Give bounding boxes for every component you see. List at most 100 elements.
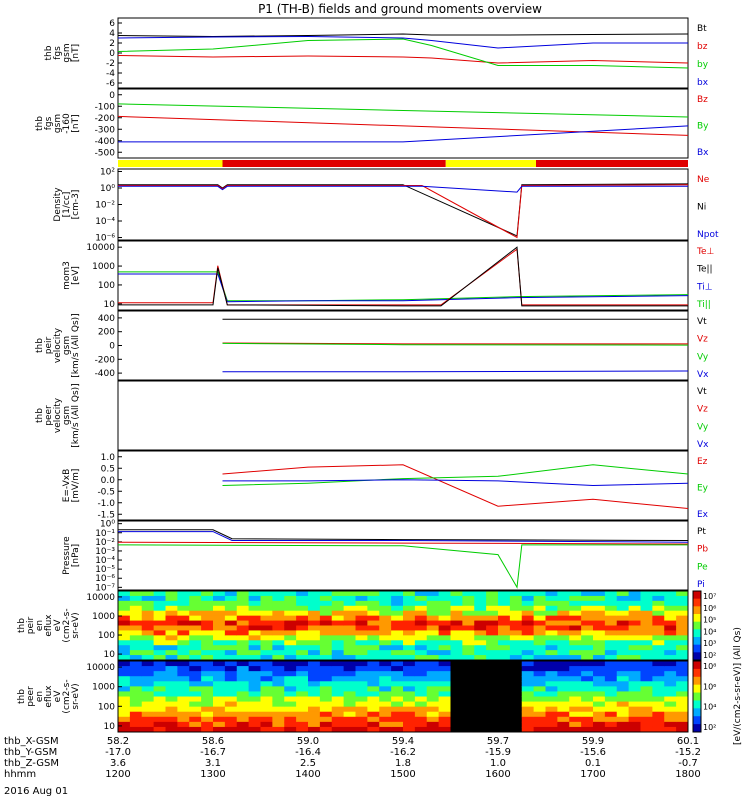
heatmap-cell [509, 726, 523, 733]
heatmap-cell [331, 600, 345, 607]
heatmap-cell [367, 716, 380, 723]
y-tick-label: 0.5 [101, 464, 115, 474]
heatmap-cell [343, 706, 356, 713]
heatmap-cell [533, 701, 546, 708]
heatmap-cell [355, 666, 368, 672]
heatmap-cell [462, 666, 475, 672]
heatmap-cell [129, 630, 143, 636]
heatmap-cell [521, 661, 535, 667]
heatmap-cell [616, 716, 630, 723]
heatmap-cell [462, 701, 475, 708]
heatmap-cell [284, 691, 297, 697]
heatmap-cell [141, 721, 155, 728]
heatmap-cell [141, 600, 155, 607]
heatmap-cell [272, 615, 285, 622]
heatmap-cell [486, 610, 499, 617]
legend-Ti||: Ti|| [696, 300, 711, 310]
heatmap-cell [284, 661, 297, 667]
heatmap-cell [498, 726, 511, 733]
heatmap-cell [189, 591, 202, 597]
heatmap-cell [403, 671, 416, 677]
heatmap-cell [426, 721, 440, 728]
heatmap-cell [201, 650, 214, 656]
heatmap-cell [343, 666, 356, 672]
heatmap-cell [118, 640, 131, 646]
heatmap-cell [355, 691, 368, 697]
heatmap-cell [557, 635, 570, 641]
heatmap-cell [640, 650, 653, 656]
heatmap-cell [628, 655, 641, 661]
heatmap-cell [201, 635, 214, 641]
heatmap-cell [319, 595, 333, 602]
heatmap-cell [652, 661, 665, 667]
heatmap-cell [296, 655, 309, 661]
heatmap-cell [201, 671, 214, 677]
heatmap-cell [248, 686, 261, 692]
heatmap-cell [509, 645, 523, 651]
heatmap-cell [414, 721, 428, 728]
heatmap-cell [426, 630, 440, 636]
heatmap-cell [438, 610, 451, 617]
heatmap-cell [391, 600, 404, 607]
heatmap-cell [628, 706, 641, 713]
heatmap-cell [509, 671, 523, 677]
heatmap-cell [438, 640, 451, 646]
heatmap-cell [474, 696, 487, 703]
heatmap-cell [498, 686, 511, 692]
heatmap-cell [521, 701, 535, 708]
heatmap-cell [153, 701, 166, 708]
heatmap-cell [604, 640, 618, 646]
heatmap-cell [474, 625, 487, 631]
heatmap-cell [676, 640, 689, 646]
heatmap-cell [498, 676, 511, 682]
heatmap-cell [414, 630, 428, 636]
heatmap-cell [379, 620, 392, 626]
heatmap-cell [391, 655, 404, 661]
heatmap-cell [486, 701, 499, 708]
heatmap-cell [129, 605, 143, 612]
heatmap-cell [450, 655, 463, 661]
heatmap-cell [450, 620, 463, 626]
heatmap-cell [189, 655, 202, 661]
heatmap-cell [533, 711, 546, 718]
heatmap-cell [450, 721, 463, 728]
xaxis-value: -15.6 [580, 747, 606, 758]
heatmap-cell [213, 671, 226, 677]
heatmap-cell [676, 630, 689, 636]
heatmap-cell [664, 661, 677, 667]
heatmap-cell [236, 605, 250, 612]
heatmap-cell [664, 676, 677, 682]
heatmap-cell [486, 681, 499, 687]
heatmap-cell [486, 640, 499, 646]
heatmap-cell [438, 625, 451, 631]
y-tick-label: 10⁻⁷ [95, 583, 115, 593]
heatmap-cell [284, 595, 297, 602]
heatmap-cell [486, 620, 499, 626]
heatmap-cell [296, 676, 309, 682]
heatmap-cell [343, 721, 356, 728]
heatmap-cell [343, 726, 356, 733]
heatmap-cell [296, 600, 309, 607]
heatmap-cell [201, 655, 214, 661]
y-tick-label: 10⁻⁴ [95, 217, 115, 227]
heatmap-cell [486, 635, 499, 641]
heatmap-cell [177, 650, 190, 656]
heatmap-cell [260, 620, 273, 626]
heatmap-cell [308, 686, 321, 692]
legend-Pe: Pe [697, 562, 708, 572]
heatmap-cell [450, 635, 463, 641]
heatmap-cell [367, 635, 380, 641]
heatmap-cell [640, 625, 653, 631]
heatmap-cell [177, 610, 190, 617]
heatmap-cell [367, 625, 380, 631]
heatmap-cell [177, 676, 190, 682]
heatmap-cell [224, 726, 238, 733]
heatmap-cell [367, 615, 380, 622]
heatmap-cell [498, 620, 511, 626]
heatmap-cell [462, 645, 475, 651]
heatmap-cell [403, 706, 416, 713]
heatmap-cell [177, 701, 190, 708]
heatmap-cell [129, 600, 143, 607]
heatmap-cell [426, 686, 440, 692]
